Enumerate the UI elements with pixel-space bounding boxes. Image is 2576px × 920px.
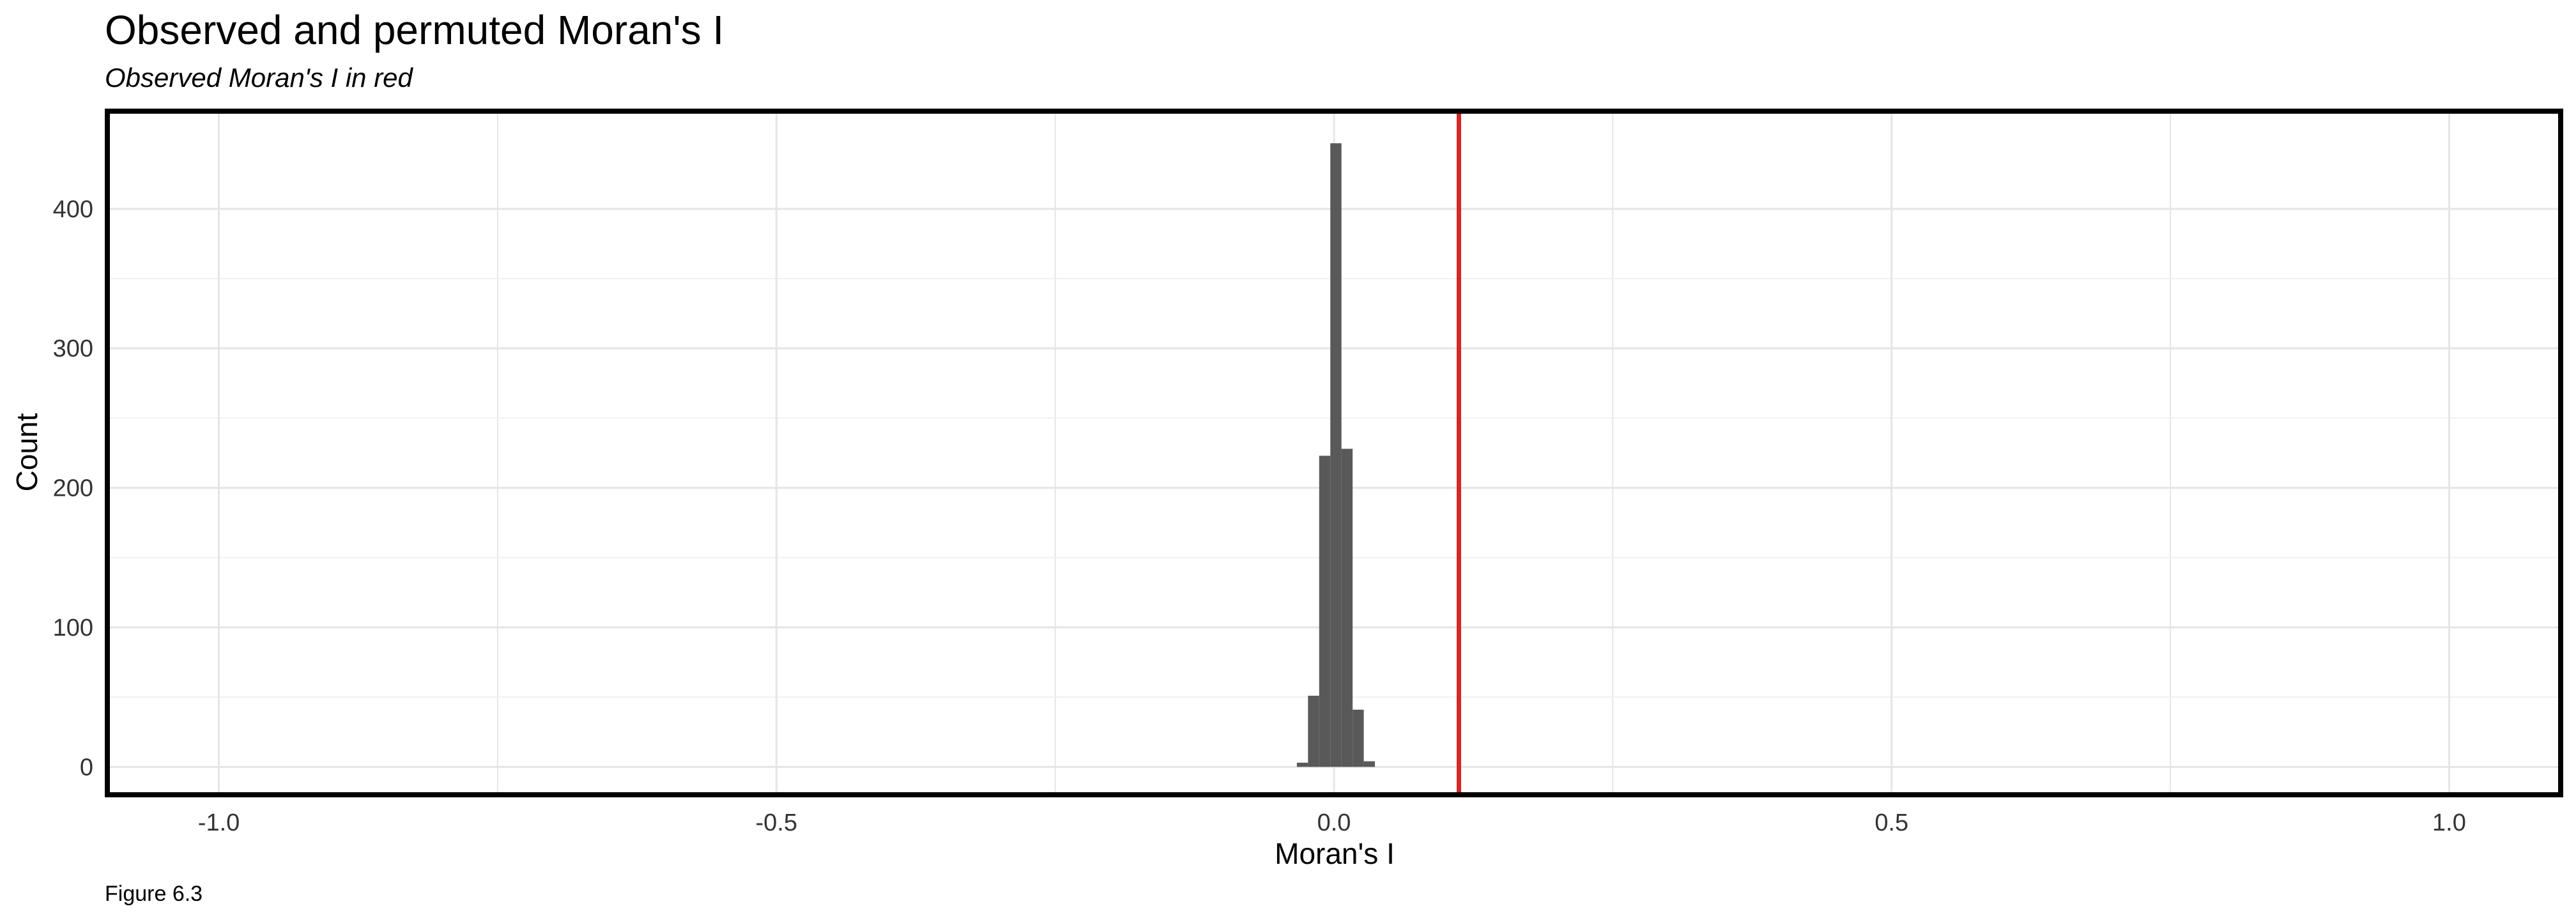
plot-frame — [105, 109, 2563, 797]
histogram-bar — [1296, 762, 1308, 767]
histogram-bar — [1353, 709, 1364, 767]
y-axis-ticks: 0 100 200 300 400 — [53, 196, 93, 781]
y-tick-label: 400 — [53, 196, 93, 223]
histogram-bar — [1308, 695, 1319, 767]
y-tick-label: 100 — [53, 615, 93, 641]
x-tick-label: 0.0 — [1317, 809, 1351, 836]
chart-title: Observed and permuted Moran's I — [105, 7, 724, 53]
x-axis-ticks: -1.0 -0.5 0.0 0.5 1.0 — [198, 809, 2466, 836]
x-tick-label: 0.5 — [1874, 809, 1908, 836]
histogram-bar — [1341, 448, 1353, 767]
y-tick-label: 200 — [53, 475, 93, 502]
figure-caption: Figure 6.3 — [105, 882, 203, 906]
x-axis-label: Moran's I — [1275, 837, 1395, 870]
x-tick-label: -0.5 — [756, 809, 797, 836]
histogram-bar — [1363, 761, 1376, 767]
histogram-bar — [1319, 456, 1331, 767]
histogram-bars — [1296, 143, 1376, 767]
y-tick-label: 300 — [53, 335, 93, 362]
y-axis-label: Count — [10, 413, 43, 491]
histogram-bar — [1330, 143, 1342, 767]
x-tick-label: 1.0 — [2432, 809, 2466, 836]
chart-subtitle: Observed Moran's I in red — [105, 63, 413, 93]
x-tick-label: -1.0 — [198, 809, 240, 836]
y-tick-label: 0 — [80, 754, 93, 781]
